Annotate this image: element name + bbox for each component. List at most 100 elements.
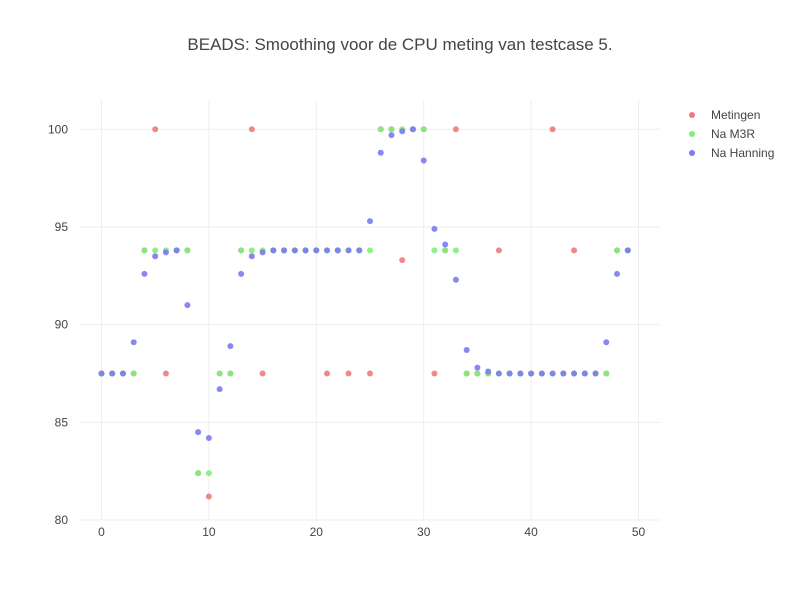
data-point[interactable]: [463, 347, 470, 354]
data-point[interactable]: [614, 247, 621, 254]
data-point[interactable]: [388, 126, 395, 133]
data-point[interactable]: [592, 370, 599, 377]
data-point[interactable]: [624, 247, 631, 254]
data-point[interactable]: [162, 370, 169, 377]
data-point[interactable]: [270, 247, 277, 254]
data-point[interactable]: [399, 257, 406, 264]
data-point[interactable]: [517, 370, 524, 377]
data-point[interactable]: [367, 247, 373, 254]
data-point[interactable]: [495, 370, 502, 377]
data-point[interactable]: [367, 218, 373, 225]
data-point[interactable]: [141, 270, 148, 277]
data-point[interactable]: [216, 370, 223, 377]
y-tick-label: 90: [55, 318, 69, 332]
data-point[interactable]: [119, 370, 126, 377]
data-point[interactable]: [431, 247, 438, 254]
data-point[interactable]: [195, 470, 202, 477]
legend-label: Na Hanning: [711, 146, 774, 160]
data-point[interactable]: [452, 247, 459, 254]
data-point[interactable]: [141, 247, 148, 254]
data-point[interactable]: [248, 126, 255, 133]
data-point[interactable]: [227, 370, 234, 377]
data-point[interactable]: [152, 247, 159, 254]
data-point[interactable]: [538, 370, 545, 377]
data-point[interactable]: [388, 132, 395, 139]
data-point[interactable]: [205, 470, 212, 477]
data-point[interactable]: [356, 247, 363, 254]
legend-item[interactable]: Metingen: [689, 108, 760, 122]
data-point[interactable]: [409, 126, 416, 133]
data-point[interactable]: [603, 370, 610, 377]
data-point[interactable]: [184, 247, 191, 254]
data-point[interactable]: [205, 434, 212, 441]
data-point[interactable]: [420, 157, 427, 164]
legend-marker: [689, 112, 695, 118]
data-point[interactable]: [528, 370, 535, 377]
data-point[interactable]: [431, 225, 438, 232]
data-point[interactable]: [603, 339, 610, 346]
data-point[interactable]: [98, 370, 105, 377]
data-point[interactable]: [281, 247, 288, 254]
data-point[interactable]: [420, 126, 427, 133]
chart-title: BEADS: Smoothing voor de CPU meting van …: [187, 35, 612, 54]
data-point[interactable]: [216, 386, 223, 393]
data-point[interactable]: [238, 270, 245, 277]
data-point[interactable]: [571, 370, 578, 377]
x-tick-label: 30: [417, 525, 431, 539]
data-point[interactable]: [345, 370, 352, 377]
legend-marker: [689, 131, 695, 137]
data-point[interactable]: [334, 247, 341, 254]
data-point[interactable]: [184, 302, 191, 309]
data-point[interactable]: [205, 493, 212, 500]
data-point[interactable]: [474, 370, 481, 377]
x-tick-label: 50: [632, 525, 646, 539]
data-point[interactable]: [442, 247, 449, 254]
data-point[interactable]: [227, 343, 234, 350]
data-point[interactable]: [452, 276, 459, 283]
data-point[interactable]: [431, 370, 438, 377]
data-point[interactable]: [130, 339, 137, 346]
data-point[interactable]: [571, 247, 578, 254]
data-point[interactable]: [248, 253, 255, 260]
data-point[interactable]: [152, 126, 159, 133]
data-point[interactable]: [259, 249, 266, 256]
data-point[interactable]: [474, 364, 481, 371]
data-point[interactable]: [442, 241, 449, 248]
data-point[interactable]: [248, 247, 255, 254]
data-point[interactable]: [173, 247, 180, 254]
legend[interactable]: Metingen Na M3R Na Hanning: [689, 108, 774, 160]
data-point[interactable]: [377, 149, 384, 156]
x-tick-label: 10: [202, 525, 216, 539]
data-point[interactable]: [324, 370, 331, 377]
data-point[interactable]: [130, 370, 137, 377]
data-point[interactable]: [195, 429, 202, 436]
data-point[interactable]: [581, 370, 588, 377]
data-point[interactable]: [259, 370, 266, 377]
data-point[interactable]: [614, 270, 621, 277]
legend-item[interactable]: Na M3R: [689, 127, 755, 141]
legend-item[interactable]: Na Hanning: [689, 146, 774, 160]
data-point[interactable]: [452, 126, 459, 133]
data-point[interactable]: [152, 253, 159, 260]
data-point[interactable]: [162, 249, 169, 256]
data-point[interactable]: [377, 126, 384, 133]
data-point[interactable]: [495, 247, 502, 254]
data-point[interactable]: [463, 370, 470, 377]
data-point[interactable]: [560, 370, 567, 377]
data-point[interactable]: [324, 247, 331, 254]
data-point[interactable]: [549, 370, 556, 377]
data-point[interactable]: [313, 247, 320, 254]
grid: [80, 100, 660, 521]
data-point[interactable]: [345, 247, 352, 254]
data-point[interactable]: [367, 370, 373, 377]
data-point[interactable]: [549, 126, 556, 133]
data-point[interactable]: [109, 370, 116, 377]
data-point[interactable]: [291, 247, 298, 254]
data-point[interactable]: [238, 247, 245, 254]
data-point[interactable]: [485, 368, 492, 375]
data-point[interactable]: [506, 370, 513, 377]
data-point[interactable]: [399, 128, 406, 135]
y-axis-ticks: 80 85 90 95 100: [48, 122, 68, 527]
x-tick-label: 40: [524, 525, 538, 539]
data-point[interactable]: [302, 247, 309, 254]
